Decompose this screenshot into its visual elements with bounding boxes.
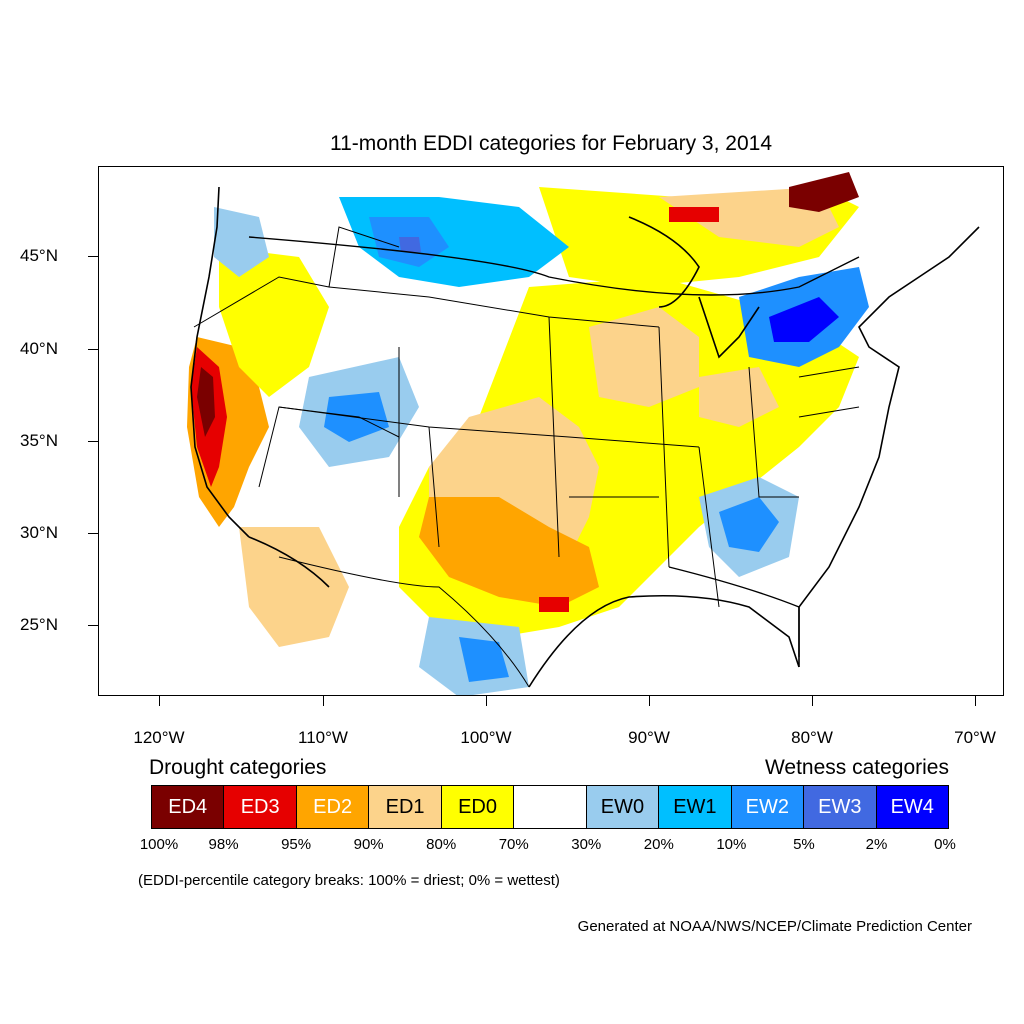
conus-eddi-map [187, 172, 980, 695]
lon-tick [159, 696, 160, 706]
legend-box-ew2: EW2 [731, 786, 805, 828]
lon-label: 120°W [133, 728, 185, 747]
lat-label: 35°N [20, 431, 58, 450]
percent-break-label: 30% [571, 836, 602, 853]
legend-box-ed3: ED3 [224, 786, 297, 828]
legend-box-ew3: EW3 [804, 786, 877, 828]
coastline [190, 186, 980, 688]
legend-box-ed1: ED1 [369, 786, 442, 828]
lat-label: 40°N [20, 339, 58, 358]
percent-break-label: 80% [426, 836, 457, 853]
percent-break-label: 70% [498, 836, 529, 853]
lat-tick [88, 256, 98, 257]
legend-box-ew4: EW4 [876, 786, 948, 828]
percent-break-label: 98% [208, 836, 239, 853]
percent-break-label: 100% [139, 836, 179, 853]
lon-tick [975, 696, 976, 706]
lon-label: 80°W [791, 728, 833, 747]
legend-box-ew1: EW1 [659, 786, 732, 828]
map-title: 11-month EDDI categories for February 3,… [330, 132, 772, 155]
lat-tick [88, 349, 98, 350]
lon-label: 90°W [628, 728, 670, 747]
legend-box-neutral [514, 786, 587, 828]
boundary-lines [193, 226, 860, 688]
legend-box-ew0: EW0 [586, 786, 660, 828]
lat-tick [88, 625, 98, 626]
legend-box-ed2: ED2 [296, 786, 370, 828]
legend-box-ed4: ED4 [152, 786, 225, 828]
lat-tick [88, 441, 98, 442]
lat-label: 45°N [20, 246, 58, 265]
lon-label: 70°W [954, 728, 996, 747]
lat-label: 30°N [20, 523, 58, 542]
lon-tick [486, 696, 487, 706]
wetness-heading: Wetness categories [764, 756, 949, 779]
lon-tick [649, 696, 650, 706]
percent-break-label: 10% [716, 836, 747, 853]
legend-box-ed0: ED0 [441, 786, 515, 828]
lat-tick [88, 533, 98, 534]
category-fill-layer [187, 172, 869, 695]
percent-break-label: 20% [643, 836, 674, 853]
percent-break-label: 90% [353, 836, 384, 853]
credit-line: Generated at NOAA/NWS/NCEP/Climate Predi… [577, 918, 972, 935]
percent-break-label: 5% [793, 836, 815, 853]
lon-label: 100°W [460, 728, 512, 747]
map-plot-area [98, 166, 1004, 696]
lat-label: 25°N [20, 615, 58, 634]
category-legend: ED4 ED3 ED2 ED1 ED0 EW0 EW1 EW2 EW3 EW4 [151, 785, 949, 829]
percent-break-label: 2% [865, 836, 888, 853]
drought-heading: Drought categories [149, 756, 327, 779]
lon-tick [323, 696, 324, 706]
category-note: (EDDI-percentile category breaks: 100% =… [138, 872, 560, 889]
percent-break-label: 0% [934, 836, 956, 853]
percent-break-label: 95% [281, 836, 312, 853]
lon-label: 110°W [298, 728, 348, 747]
lon-tick [812, 696, 813, 706]
